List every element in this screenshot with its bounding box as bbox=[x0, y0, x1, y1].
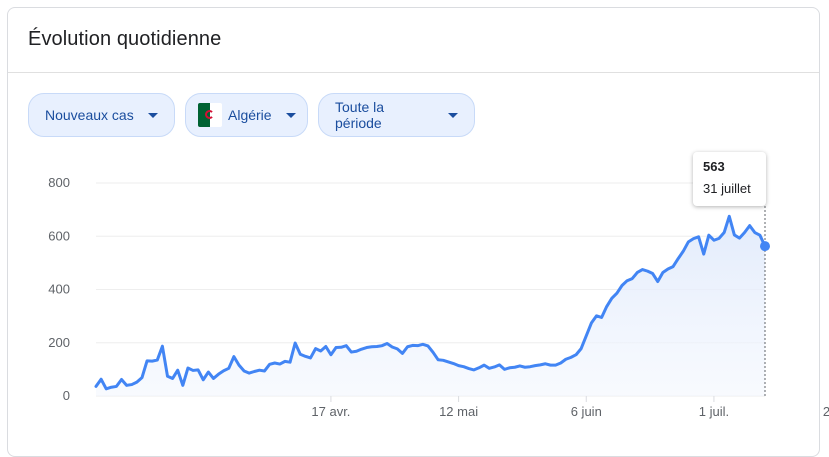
series-area bbox=[96, 216, 765, 396]
card-title: Évolution quotidienne bbox=[28, 28, 222, 50]
y-tick-label: 800 bbox=[48, 175, 70, 190]
period-dropdown[interactable]: Toute la période bbox=[318, 93, 475, 137]
caret-down-icon bbox=[147, 112, 158, 118]
x-tick-label: 12 mai bbox=[439, 404, 478, 419]
series-line bbox=[94, 214, 767, 391]
chart-tooltip: 563 31 juillet bbox=[693, 152, 766, 206]
region-dropdown[interactable]: Algérie bbox=[185, 93, 308, 137]
x-tick-label: 17 avr. bbox=[311, 404, 350, 419]
period-dropdown-label: Toute la période bbox=[335, 99, 385, 131]
metric-dropdown[interactable]: Nouveaux cas bbox=[28, 93, 175, 137]
y-tick-label: 600 bbox=[48, 228, 70, 243]
metric-dropdown-label: Nouveaux cas bbox=[45, 107, 134, 123]
x-tick-label: 6 juin bbox=[571, 404, 602, 419]
header-divider bbox=[8, 72, 819, 73]
x-tick-label: 1 juil. bbox=[699, 404, 729, 419]
caret-down-icon bbox=[285, 112, 296, 118]
y-tick-label: 400 bbox=[48, 282, 70, 297]
tooltip-date: 31 juillet bbox=[703, 181, 751, 196]
daily-cases-chart[interactable]: 0 200 400 600 800 17 avr. 12 mai 6 juin 1 juil. 2… bbox=[0, 0, 829, 444]
tooltip-value: 563 bbox=[703, 159, 725, 174]
y-tick-label: 0 bbox=[63, 388, 70, 403]
region-dropdown-label: Algérie bbox=[228, 107, 272, 123]
x-tick-label: 26 juil. bbox=[823, 404, 829, 419]
caret-down-icon bbox=[448, 112, 458, 118]
y-tick-label: 200 bbox=[48, 335, 70, 350]
algeria-flag-icon bbox=[198, 103, 222, 127]
hover-point bbox=[760, 241, 770, 252]
